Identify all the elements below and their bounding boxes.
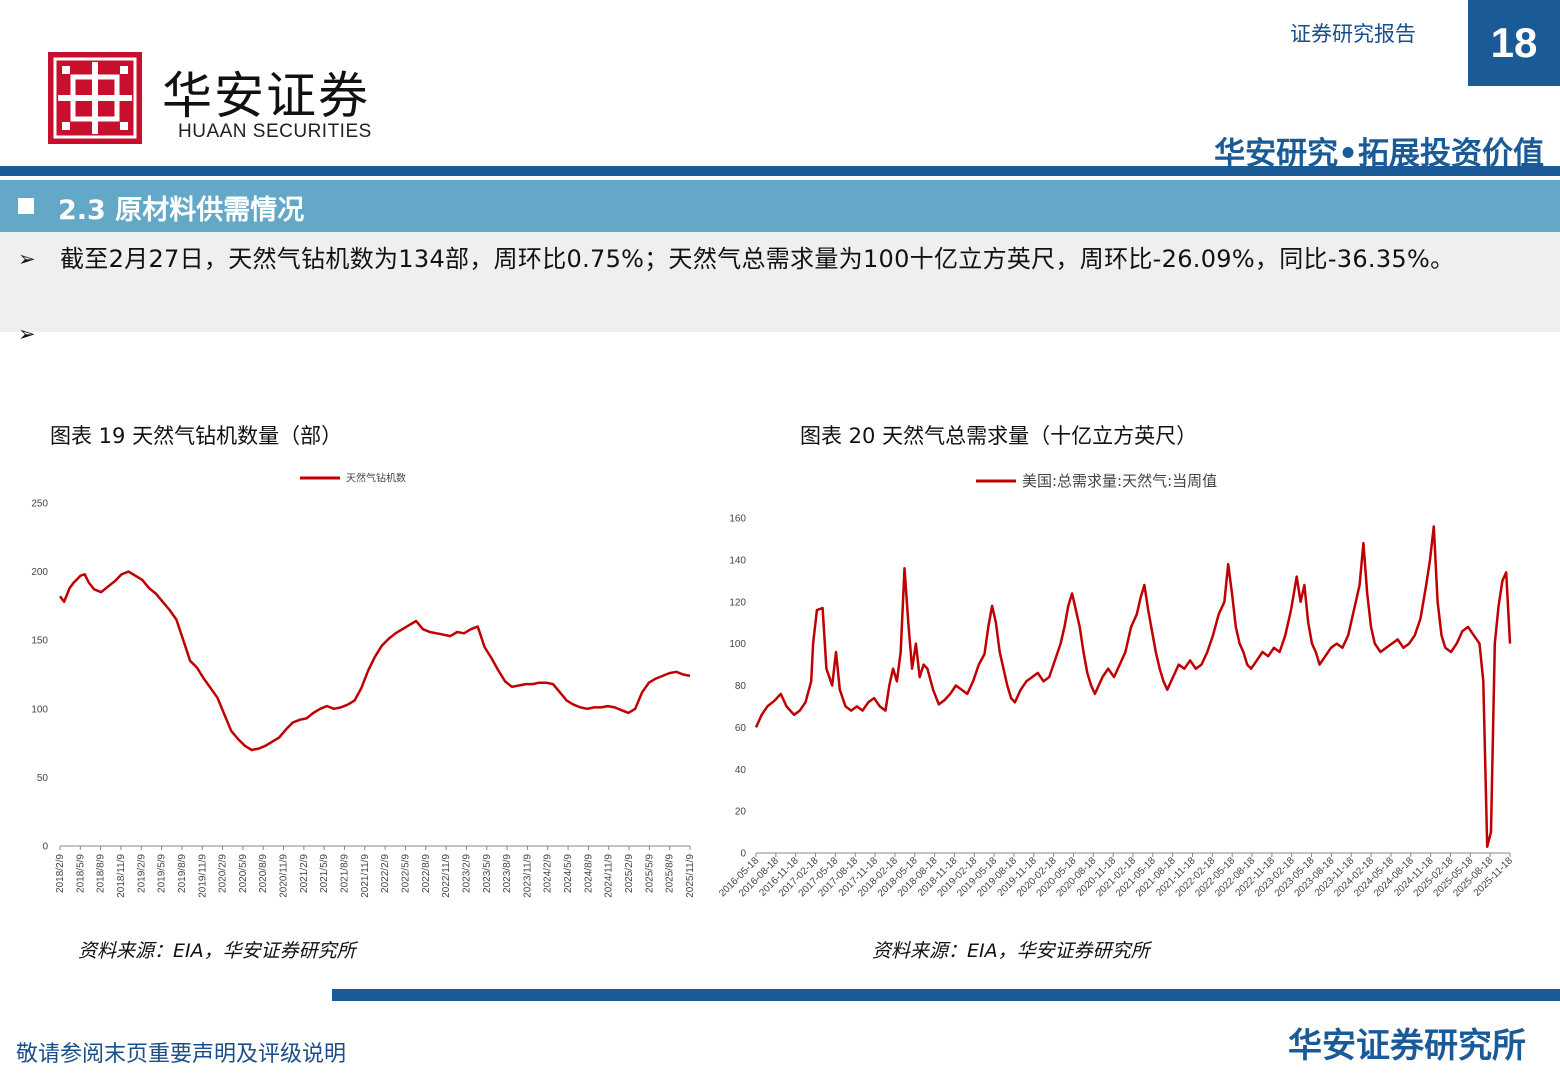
- disclaimer-text: 敬请参阅末页重要声明及评级说明: [16, 1042, 347, 1067]
- x-tick-label: 2021/5/9: [319, 854, 330, 893]
- x-tick-label: 2022/11/9: [441, 854, 452, 898]
- x-tick-label: 2024/8/9: [583, 854, 594, 893]
- x-tick-label: 2023/11/9: [522, 854, 533, 898]
- chart-source: 资料来源：EIA，华安证券研究所: [872, 940, 1150, 962]
- x-tick-label: 2021/8/9: [340, 854, 351, 893]
- x-tick-label: 2022/2/9: [380, 854, 391, 893]
- y-tick-label: 150: [31, 636, 48, 647]
- x-tick-label: 2019/8/9: [177, 854, 188, 893]
- x-tick-label: 2025/8/9: [665, 854, 676, 893]
- x-tick-label: 2023/2/9: [461, 854, 472, 893]
- x-tick-label: 2022/5/9: [400, 854, 411, 893]
- page-number: 18: [1468, 0, 1560, 86]
- y-tick-label: 100: [31, 704, 48, 715]
- x-tick-label: 2024/2/9: [543, 854, 554, 893]
- y-tick-label: 40: [735, 765, 747, 776]
- x-tick-label: 2018/5/9: [75, 854, 86, 893]
- chart-source: 资料来源：EIA，华安证券研究所: [78, 940, 356, 962]
- y-tick-label: 160: [729, 514, 746, 525]
- x-tick-label: 2019/2/9: [136, 854, 147, 893]
- y-tick-label: 20: [735, 807, 747, 818]
- x-tick-label: 2023/5/9: [482, 854, 493, 893]
- chart-title: 图表 19 天然气钻机数量（部）: [50, 424, 343, 448]
- square-bullet-icon: [18, 198, 34, 214]
- x-tick-label: 2020/2/9: [218, 854, 229, 893]
- section-header-band: [0, 180, 1560, 232]
- y-tick-label: 140: [729, 555, 746, 566]
- y-tick-label: 200: [31, 567, 48, 578]
- x-tick-label: 2023/8/9: [502, 854, 513, 893]
- x-tick-label: 2019/11/9: [197, 854, 208, 898]
- x-tick-label: 2020/8/9: [258, 854, 269, 893]
- chart-legend: 天然气钻机数: [300, 471, 406, 484]
- y-tick-label: 60: [735, 723, 747, 734]
- x-tick-label: 2022/8/9: [421, 854, 432, 893]
- series-line: [58, 570, 691, 752]
- x-tick-label: 2018/11/9: [116, 854, 127, 898]
- brand-name-en: HUAAN SECURITIES: [178, 121, 372, 142]
- x-tick-label: 2020/11/9: [279, 854, 290, 898]
- x-tick-label: 2021/11/9: [360, 854, 371, 898]
- x-tick-label: 2025/2/9: [624, 854, 635, 893]
- y-tick-label: 0: [42, 842, 48, 853]
- bullet-text: 截至2月27日，天然气钻机数为134部，周环比0.75%；天然气总需求量为100…: [60, 245, 1455, 273]
- report-type-label: 证券研究报告: [1290, 22, 1416, 46]
- y-tick-label: 250: [31, 499, 48, 510]
- x-tick-label: 2019/5/9: [157, 854, 168, 893]
- x-tick-label: 2025/5/9: [644, 854, 655, 893]
- legend-label: 美国:总需求量:天然气:当周值: [1022, 472, 1217, 490]
- series-line: [754, 525, 1512, 848]
- x-tick-label: 2024/11/9: [604, 854, 615, 898]
- legend-label: 天然气钻机数: [346, 471, 406, 484]
- arrow-bullet-icon: ➢: [18, 247, 36, 271]
- x-tick-label: 2025/11/9: [685, 854, 696, 898]
- brand-name-cn: 华安证券: [162, 67, 370, 125]
- company-logo-icon: [48, 52, 142, 144]
- y-tick-label: 80: [735, 681, 747, 692]
- y-tick-label: 0: [740, 849, 746, 860]
- y-tick-label: 100: [729, 639, 746, 650]
- chart-legend: 美国:总需求量:天然气:当周值: [976, 472, 1217, 490]
- x-tick-label: 2024/5/9: [563, 854, 574, 893]
- x-tick-label: 2018/8/9: [96, 854, 107, 893]
- x-tick-label: 2021/2/9: [299, 854, 310, 893]
- header-divider: [0, 166, 1560, 176]
- rig-count-chart: 天然气钻机数 0 50 100 150 200 250 2018/2/9 2018/5/9 201…: [31, 471, 696, 898]
- arrow-bullet-icon: ➢: [18, 322, 36, 346]
- x-tick-label: 2018/2/9: [55, 854, 66, 893]
- gas-demand-chart: 美国:总需求量:天然气:当周值0204060801001201401602016…: [717, 472, 1515, 899]
- x-tick-label: 2020/5/9: [238, 854, 249, 893]
- section-title: 2.3 原材料供需情况: [58, 195, 305, 226]
- chart-title: 图表 20 天然气总需求量（十亿立方英尺）: [800, 424, 1198, 448]
- y-tick-label: 50: [37, 773, 49, 784]
- institute-name: 华安证券研究所: [1288, 1026, 1526, 1066]
- footer-divider: [332, 989, 1560, 1001]
- bullet-band: [0, 232, 1560, 332]
- y-tick-label: 120: [729, 597, 746, 608]
